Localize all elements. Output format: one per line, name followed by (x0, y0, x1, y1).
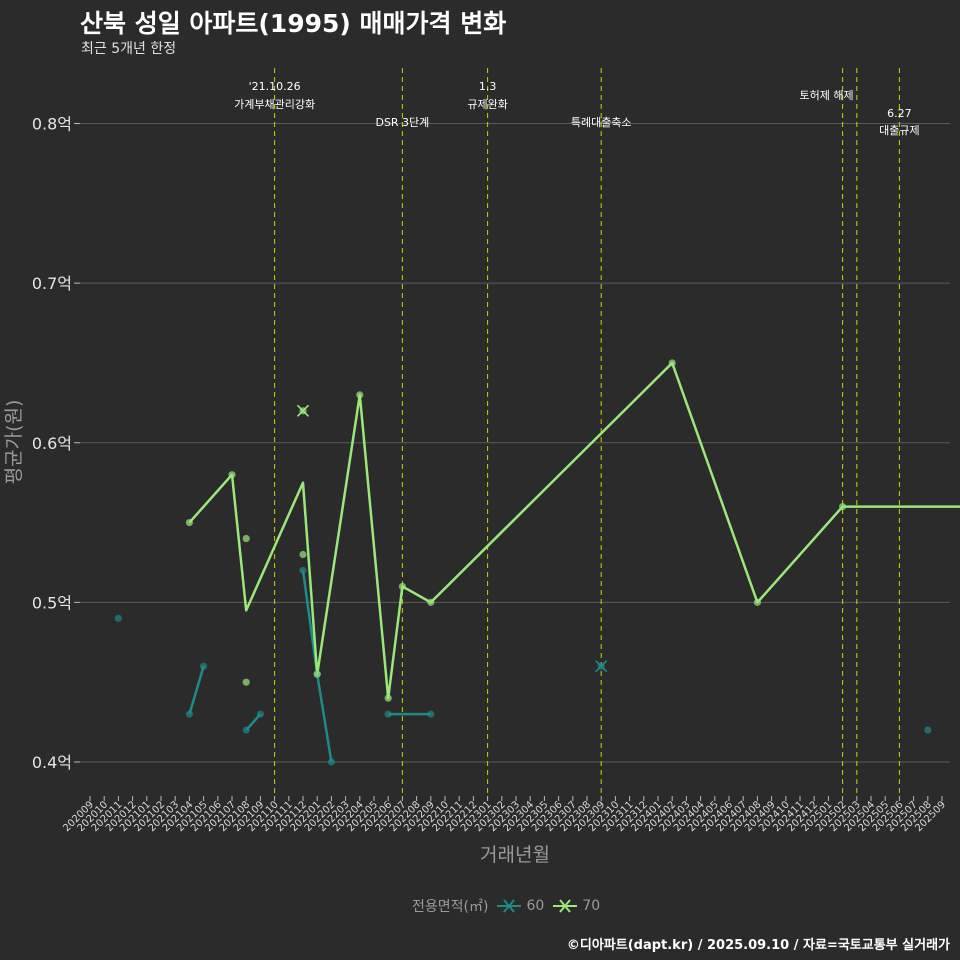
event-label: 가계부채관리강화 (234, 98, 315, 111)
legend: 전용면적(㎡) 60 70 (412, 896, 600, 916)
data-point-60 (384, 710, 392, 718)
event-label-date: '21.10.26 (249, 80, 301, 93)
data-point-60 (327, 758, 335, 766)
data-point-60 (242, 726, 250, 734)
y-tick-label: 0.8억 (32, 115, 72, 134)
data-point-70 (299, 550, 307, 559)
data-point-70 (753, 598, 762, 606)
event-label: 특례대출축소 (571, 116, 632, 129)
y-tick-label: 0.6억 (32, 434, 72, 453)
data-point-70 (839, 503, 847, 511)
legend-label-60: 60 (526, 898, 545, 914)
data-point-60 (924, 726, 932, 734)
caption: ©디아파트(dapt.kr) / 2025.09.10 / 자료=국토교통부 실… (566, 938, 950, 953)
grid-lines (80, 123, 950, 763)
data-point-70 (228, 471, 236, 479)
chart-subtitle: 최근 5개년 한정 (81, 41, 177, 57)
event-label: DSR 3단계 (375, 116, 429, 129)
data-point-60 (185, 710, 193, 718)
data-point-70 (384, 694, 392, 702)
data-point-70 (185, 518, 193, 527)
y-tick-label: 0.5억 (32, 593, 72, 612)
legend-item-60: 60 (496, 898, 544, 914)
legend-swatch-70 (553, 899, 578, 913)
data-point-70 (242, 678, 250, 686)
data-point-60 (427, 710, 435, 718)
legend-label-70: 70 (582, 898, 601, 914)
event-label: 대출규제 (879, 124, 919, 137)
legend-item-70: 70 (552, 898, 600, 914)
series-lines (188, 361, 960, 763)
legend-title: 전용면적(㎡) (412, 899, 489, 915)
cross-marker-60 (595, 660, 608, 673)
data-point-70 (313, 670, 321, 678)
x-axis-label: 거래년월 (480, 844, 550, 866)
data-point-60 (200, 662, 208, 670)
data-point-70 (242, 534, 250, 543)
data-point-70 (427, 598, 435, 606)
data-points (114, 359, 932, 766)
event-label: 토허제 해제 (800, 88, 854, 102)
event-label: 규제완화 (467, 98, 507, 111)
event-label-date: 1.3 (479, 80, 497, 93)
y-tick-label: 0.4억 (32, 753, 72, 772)
x-axis-ticks: 2020092020102020112020122021012021022021… (61, 796, 948, 834)
series-line-60 (188, 665, 205, 715)
chart-title: 산북 성일 아파트(1995) 매매가격 변화 (80, 9, 507, 38)
y-axis-label: 평균가(원) (3, 400, 25, 485)
data-point-60 (256, 710, 264, 718)
data-point-70 (398, 582, 406, 591)
event-label-date: 6.27 (887, 107, 912, 120)
y-tick-label: 0.7억 (32, 274, 72, 293)
cross-marker-70 (296, 404, 310, 417)
data-point-60 (299, 566, 307, 575)
y-axis-ticks: 0.4억 0.5억 0.6억 0.7억 0.8억 (32, 115, 80, 772)
legend-swatch-60 (497, 899, 522, 913)
data-point-60 (114, 614, 122, 622)
data-point-70 (356, 391, 364, 399)
data-point-70 (668, 359, 676, 367)
